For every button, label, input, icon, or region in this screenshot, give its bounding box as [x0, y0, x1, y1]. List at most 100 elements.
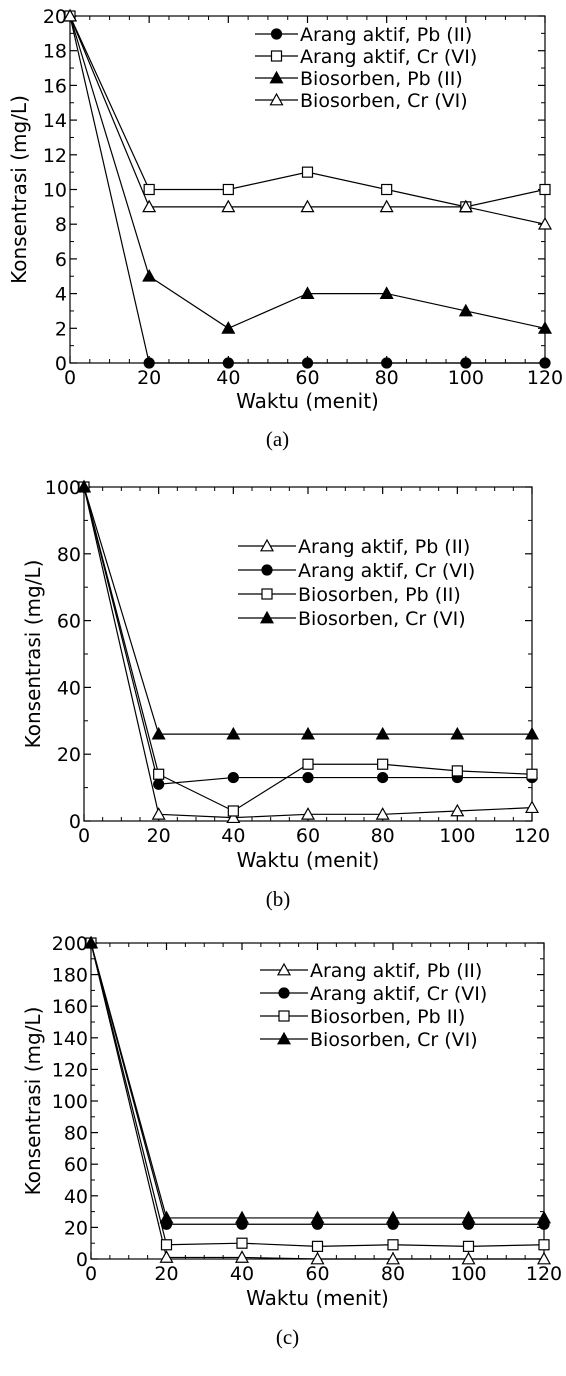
data-point	[460, 357, 472, 369]
data-point	[385, 1251, 401, 1265]
legend-label: Arang aktif, Cr (VI)	[298, 560, 475, 582]
series-line-2	[83, 486, 532, 785]
data-point	[524, 726, 540, 740]
x-tick-label: 100	[439, 825, 475, 847]
y-tick-label: 40	[64, 1186, 88, 1208]
data-point	[300, 807, 316, 820]
data-point	[153, 778, 165, 790]
x-tick-label: 40	[221, 825, 245, 847]
legend-label: Biosorben, Cr (VI)	[300, 90, 468, 112]
legend-label: Arang aktif, Pb (II)	[300, 24, 472, 46]
data-point	[62, 8, 78, 22]
data-point	[302, 758, 314, 770]
y-axis-label: Konsentrasi (mg/L)	[21, 560, 45, 749]
x-tick-label: 0	[85, 1263, 97, 1285]
data-point	[143, 183, 155, 196]
legend-marker	[269, 92, 284, 106]
legend-marker	[261, 564, 273, 576]
legend-label: Arang aktif, Pb (II)	[310, 960, 482, 982]
data-point	[83, 935, 99, 949]
data-point	[160, 1239, 173, 1251]
y-tick-label: 200	[52, 933, 88, 955]
data-point	[536, 1210, 552, 1224]
legend-label: Biosorben, Pb II)	[310, 1006, 465, 1028]
x-tick-label: 0	[78, 825, 90, 847]
y-tick-label: 6	[55, 249, 67, 271]
y-tick-label: 100	[45, 477, 81, 499]
data-point	[143, 357, 155, 369]
y-tick-label: 12	[43, 145, 67, 167]
data-point	[381, 357, 393, 369]
data-point	[222, 357, 234, 369]
x-tick-label: 120	[527, 367, 563, 389]
x-tick-label: 40	[216, 367, 240, 389]
data-point	[539, 357, 551, 369]
data-point	[300, 726, 316, 740]
data-point	[377, 758, 389, 770]
legend-marker	[270, 28, 283, 40]
y-tick-label: 20	[43, 6, 67, 28]
y-tick-label: 0	[55, 353, 67, 375]
panel-caption: (b)	[266, 887, 291, 911]
y-tick-label: 18	[43, 41, 67, 63]
data-point	[311, 1240, 324, 1252]
y-tick-label: 120	[52, 1059, 88, 1081]
legend-label: Biosorben, Pb (II)	[300, 68, 463, 90]
data-point	[236, 1237, 248, 1249]
data-point	[537, 321, 553, 334]
x-tick-label: 60	[295, 367, 319, 389]
y-tick-label: 80	[57, 544, 81, 566]
data-point	[151, 726, 166, 740]
data-point	[537, 216, 553, 230]
data-point	[524, 800, 540, 814]
data-point	[458, 303, 473, 317]
panel-caption: (a)	[266, 427, 289, 451]
data-point	[142, 269, 157, 282]
data-point	[310, 1210, 325, 1224]
legend-label: Arang aktif, Pb (II)	[298, 536, 470, 558]
data-point	[142, 199, 157, 213]
legend-marker	[270, 50, 283, 62]
x-tick-label: 40	[230, 1263, 254, 1285]
data-point	[379, 199, 394, 213]
y-tick-label: 10	[43, 180, 67, 202]
y-tick-label: 140	[52, 1028, 88, 1050]
data-point	[536, 1251, 552, 1265]
x-tick-label: 80	[371, 825, 395, 847]
y-tick-label: 60	[64, 1154, 88, 1176]
data-point	[310, 1251, 325, 1265]
data-point	[221, 321, 236, 334]
data-point	[234, 1250, 250, 1263]
x-axis-label: Waktu (menit)	[246, 1286, 389, 1310]
y-tick-label: 80	[64, 1123, 88, 1145]
x-axis-label: Waktu (menit)	[237, 848, 380, 872]
x-tick-label: 60	[305, 1263, 329, 1285]
data-point	[159, 1210, 174, 1224]
x-tick-label: 60	[296, 825, 320, 847]
data-point	[450, 726, 465, 740]
data-point	[375, 726, 390, 740]
data-point	[381, 183, 393, 196]
data-point	[461, 1251, 476, 1265]
legend-label: Biosorben, Cr (VI)	[310, 1029, 478, 1051]
legend: Arang aktif, Pb (II)Arang aktif, Cr (VI)…	[238, 536, 475, 630]
data-point	[227, 805, 239, 817]
legend-label: Biosorben, Pb (II)	[298, 584, 461, 606]
data-point	[458, 199, 473, 213]
data-point	[234, 1210, 250, 1224]
legend-marker	[261, 588, 273, 600]
data-point	[221, 199, 236, 213]
x-tick-label: 100	[450, 1263, 486, 1285]
y-tick-label: 4	[55, 284, 67, 306]
x-tick-label: 100	[448, 367, 484, 389]
y-tick-label: 60	[57, 611, 81, 633]
data-point	[377, 771, 389, 784]
data-point	[379, 286, 394, 299]
legend-marker	[278, 987, 290, 999]
data-point	[159, 1250, 174, 1263]
y-tick-label: 0	[76, 1249, 88, 1271]
legend-label: Biosorben, Cr (VI)	[298, 608, 466, 630]
x-tick-label: 120	[526, 1263, 562, 1285]
data-point	[302, 771, 314, 784]
